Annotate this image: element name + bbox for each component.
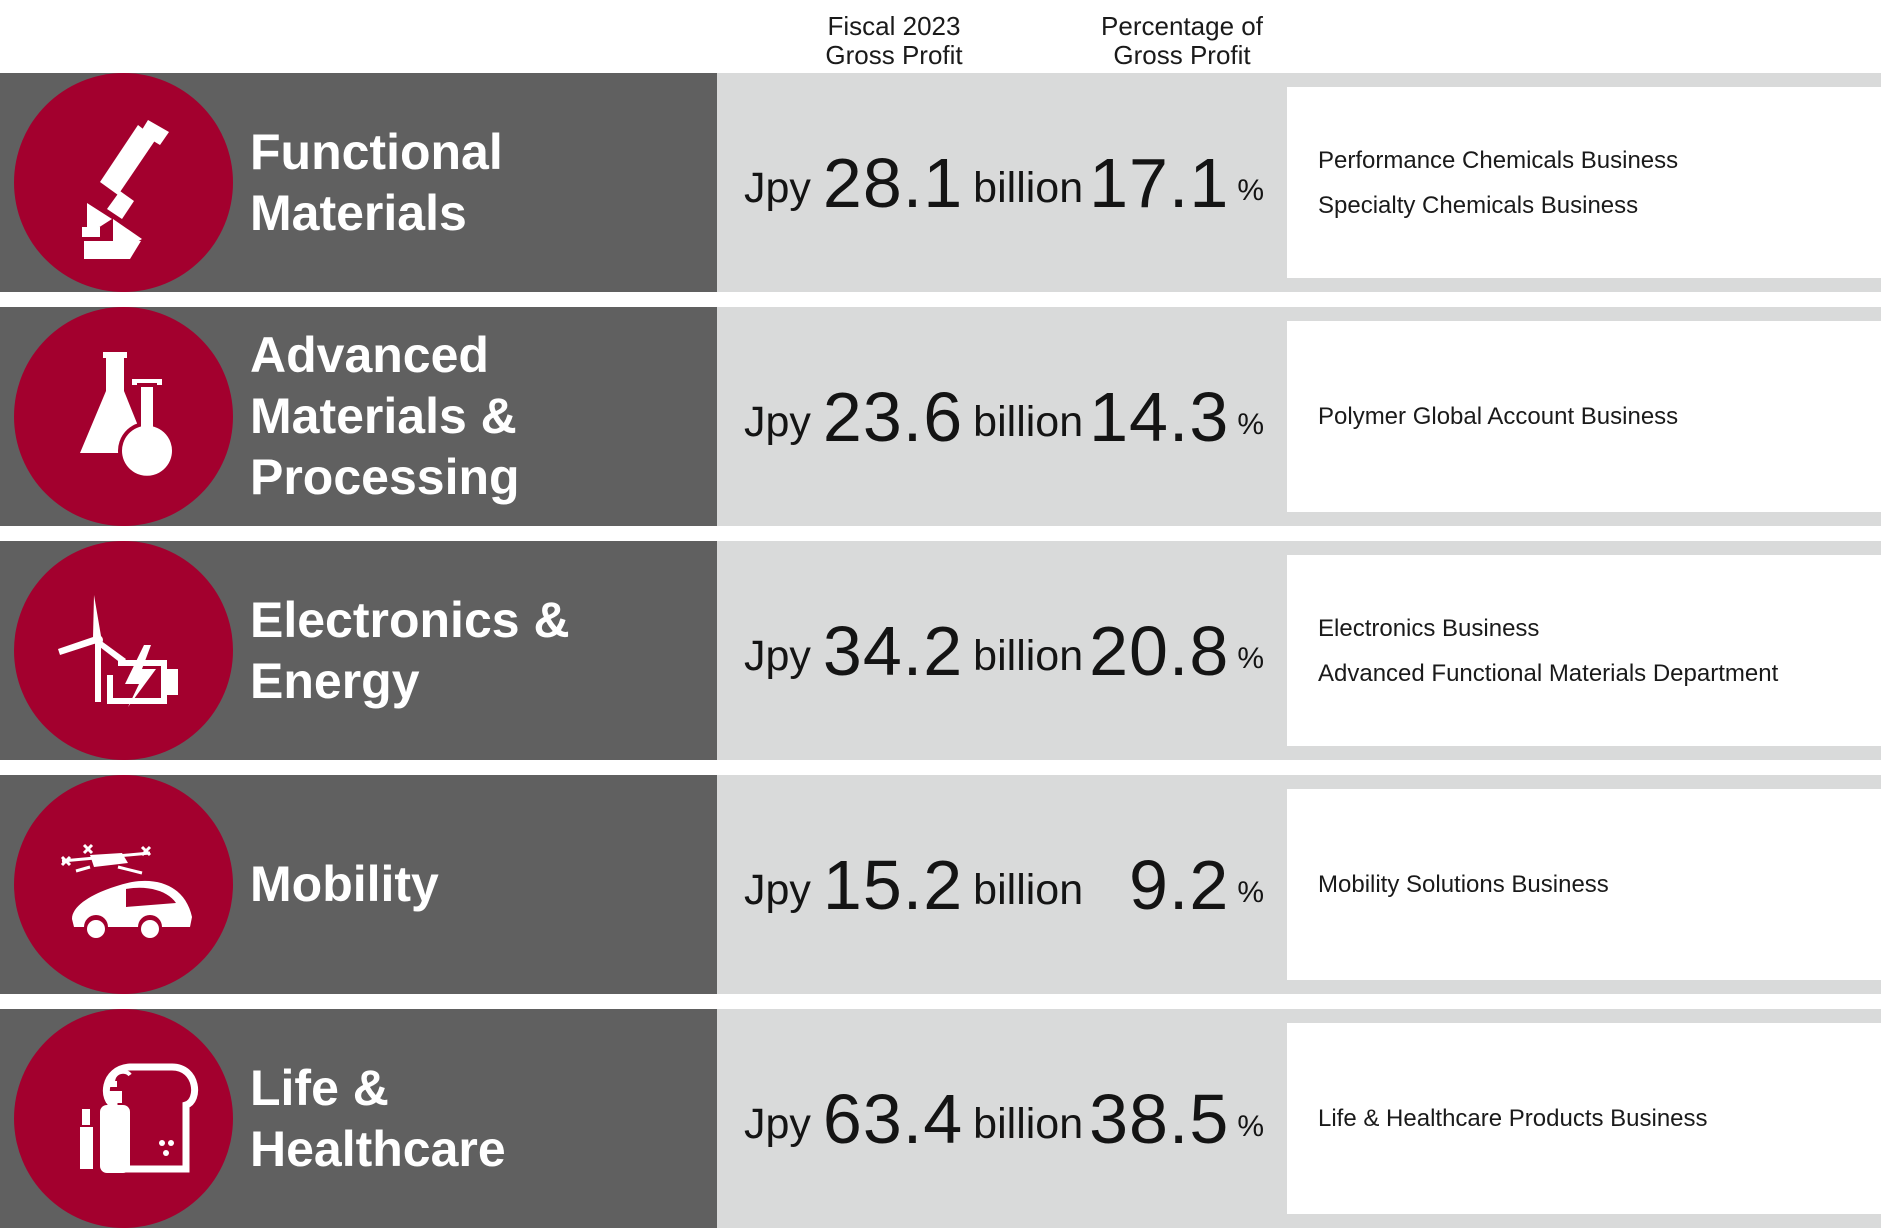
percentage-number: 9.2 <box>1129 845 1230 924</box>
currency-label: Jpy <box>744 398 811 446</box>
business-item: Performance Chemicals Business <box>1318 146 1679 174</box>
scale-label: billion <box>973 632 1084 680</box>
gross-profit-value: Jpy 28.1 billion <box>744 73 1083 292</box>
currency-label: Jpy <box>744 164 811 212</box>
segment-name: Functional Materials <box>250 73 710 292</box>
fiscal-gross-profit-header: Fiscal 2023 Gross Profit <box>804 12 984 70</box>
gross-profit-number: 34.2 <box>822 611 964 690</box>
percent-sign: % <box>1237 173 1264 207</box>
segment-row-mobility: Mobility Jpy 15.2 billion 9.2 % Mobility… <box>0 775 1881 994</box>
segment-row-life-healthcare: Life & Healthcare Jpy 63.4 billion 38.5 … <box>0 1009 1881 1228</box>
segment-row-advanced-materials: Advanced Materials & Processing Jpy 23.6… <box>0 307 1881 526</box>
fiscal-header-line1: Fiscal 2023 <box>827 11 961 41</box>
percentage-number: 20.8 <box>1089 611 1230 690</box>
percentage-number: 38.5 <box>1089 1079 1230 1158</box>
gross-profit-value: Jpy 23.6 billion <box>744 307 1083 526</box>
segment-name-line: Energy <box>250 652 420 709</box>
business-list: Life & Healthcare Products Business <box>1287 1023 1881 1214</box>
business-list: Polymer Global Account Business <box>1287 321 1881 512</box>
segment-name-line: Materials & <box>250 388 517 444</box>
gross-profit-number: 28.1 <box>822 143 964 222</box>
percentage-header-line1: Percentage of <box>1101 11 1263 41</box>
percentage-value: 14.3 % <box>1080 307 1264 526</box>
wind-turbine-battery-icon <box>58 595 178 707</box>
segment-icon-circle <box>14 541 233 760</box>
scale-label: billion <box>973 1100 1084 1148</box>
gross-profit-number: 63.4 <box>822 1079 964 1158</box>
percent-sign: % <box>1237 407 1264 441</box>
microscope-icon <box>82 120 169 259</box>
scale-label: billion <box>973 398 1084 446</box>
segment-icon-circle <box>14 775 233 994</box>
percentage-value: 9.2 % <box>1080 775 1264 994</box>
segment-name: Life & Healthcare <box>250 1009 710 1228</box>
percentage-number: 17.1 <box>1089 143 1230 222</box>
segment-icon-circle <box>14 1009 233 1228</box>
percentage-number: 14.3 <box>1089 377 1230 456</box>
drone-car-icon <box>60 843 192 938</box>
gross-profit-value: Jpy 34.2 billion <box>744 541 1083 760</box>
percentage-header-line2: Gross Profit <box>1113 40 1251 70</box>
business-item: Life & Healthcare Products Business <box>1318 1105 1708 1132</box>
segment-name: Advanced Materials & Processing <box>250 307 710 526</box>
segment-name-line: Advanced <box>250 327 489 383</box>
gross-profit-value: Jpy 63.4 billion <box>744 1009 1083 1228</box>
currency-label: Jpy <box>744 866 811 914</box>
fiscal-header-line2: Gross Profit <box>825 40 963 70</box>
segment-row-electronics-energy: Electronics & Energy Jpy 34.2 billion 20… <box>0 541 1881 760</box>
scale-label: billion <box>973 164 1084 212</box>
percent-sign: % <box>1237 875 1264 909</box>
percent-sign: % <box>1237 641 1264 675</box>
gross-profit-number: 23.6 <box>822 377 964 456</box>
percent-sign: % <box>1237 1109 1264 1143</box>
segment-name: Mobility <box>250 775 710 994</box>
segment-name-line: Functional <box>250 123 503 180</box>
business-list: Electronics Business Advanced Functional… <box>1287 555 1881 746</box>
segment-icon-circle <box>14 73 233 292</box>
flask-icon <box>80 352 176 480</box>
scale-label: billion <box>973 866 1084 914</box>
business-item: Advanced Functional Materials Department <box>1318 659 1779 687</box>
segment-name-line: Materials <box>250 184 467 241</box>
segment-icon-circle <box>14 307 233 526</box>
household-products-icon <box>80 1063 198 1173</box>
segment-name: Electronics & Energy <box>250 541 710 760</box>
percentage-value: 20.8 % <box>1080 541 1264 760</box>
percentage-value: 17.1 % <box>1080 73 1264 292</box>
gross-profit-number: 15.2 <box>822 845 964 924</box>
percentage-header: Percentage of Gross Profit <box>1082 12 1282 70</box>
segment-name-line: Healthcare <box>250 1120 506 1177</box>
segment-name-line: Electronics & <box>250 591 570 648</box>
business-item: Polymer Global Account Business <box>1318 403 1679 430</box>
gross-profit-value: Jpy 15.2 billion <box>744 775 1083 994</box>
business-item: Mobility Solutions Business <box>1318 871 1609 898</box>
segment-name-line: Mobility <box>250 856 439 912</box>
business-item: Electronics Business <box>1318 614 1540 642</box>
business-list: Performance Chemicals Business Specialty… <box>1287 87 1881 278</box>
business-item: Specialty Chemicals Business <box>1318 191 1639 219</box>
segment-name-line: Life & <box>250 1059 389 1116</box>
currency-label: Jpy <box>744 632 811 680</box>
currency-label: Jpy <box>744 1100 811 1148</box>
segment-name-line: Processing <box>250 449 520 505</box>
percentage-value: 38.5 % <box>1080 1009 1264 1228</box>
business-list: Mobility Solutions Business <box>1287 789 1881 980</box>
segment-row-functional-materials: Functional Materials Jpy 28.1 billion 17… <box>0 73 1881 292</box>
